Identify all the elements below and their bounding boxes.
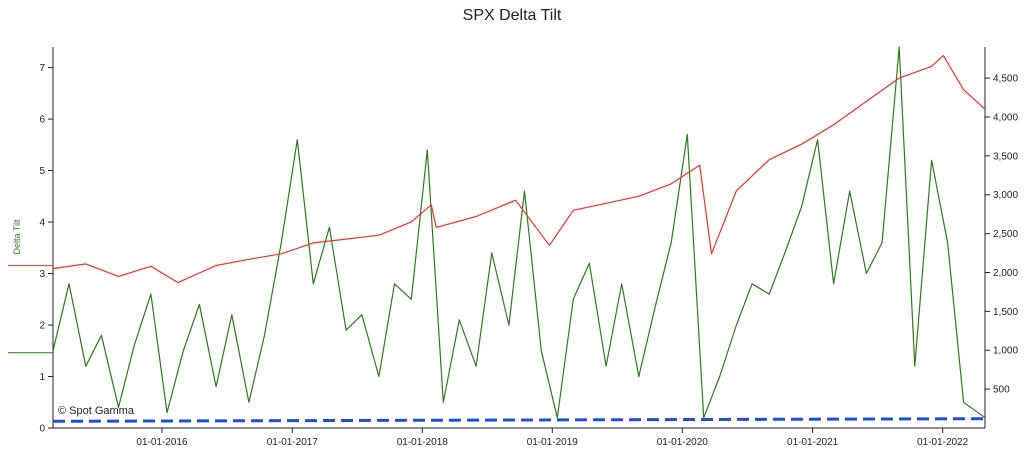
right-tick-label: 4,000 <box>993 112 1018 123</box>
left-tick-label: 3 <box>39 269 45 280</box>
left-tick-label: 4 <box>39 218 45 229</box>
right-tick-label: 2,500 <box>993 229 1018 240</box>
x-tick-label: 01-01-2021 <box>787 437 839 448</box>
series-layer <box>8 46 986 423</box>
baseline-dashed-line <box>52 417 986 423</box>
left-y-axis: 0 1 2 3 4 5 6 7 <box>39 47 54 435</box>
right-tick-label: 3,500 <box>993 151 1018 162</box>
right-tick-label: 1,000 <box>993 346 1018 357</box>
right-tick-label: 3,000 <box>993 190 1018 201</box>
x-tick-label: 01-01-2017 <box>267 437 319 448</box>
right-tick-label: 500 <box>993 385 1010 396</box>
x-tick-label: 01-01-2019 <box>527 437 579 448</box>
chart-title: SPX Delta Tilt <box>462 7 562 24</box>
left-tick-label: 0 <box>39 424 45 435</box>
left-tick-label: 6 <box>39 115 45 126</box>
right-y-axis: 500 1,000 1,500 2,000 2,500 3,000 3,500 4,000 4,… <box>984 47 1018 428</box>
right-tick-label: 4,500 <box>993 74 1018 85</box>
x-axis: 01-01-2016 01-01-2017 01-01-2018 01-01-2019… <box>53 427 985 448</box>
spx-price-line <box>52 54 986 284</box>
right-tick-label: 1,500 <box>993 307 1018 318</box>
left-tick-label: 2 <box>39 321 45 332</box>
delta-tilt-line <box>52 46 986 419</box>
x-tick-label: 01-01-2020 <box>657 437 709 448</box>
x-tick-label: 01-01-2022 <box>917 437 969 448</box>
x-tick-label: 01-01-2016 <box>136 437 188 448</box>
left-tick-label: 1 <box>39 372 45 383</box>
watermark: © Spot Gamma <box>58 405 135 417</box>
left-axis-label: Delta Tilt <box>12 219 22 255</box>
x-tick-label: 01-01-2018 <box>397 437 449 448</box>
right-tick-label: 2,000 <box>993 268 1018 279</box>
left-tick-label: 5 <box>39 166 45 177</box>
left-tick-label: 7 <box>39 63 45 74</box>
